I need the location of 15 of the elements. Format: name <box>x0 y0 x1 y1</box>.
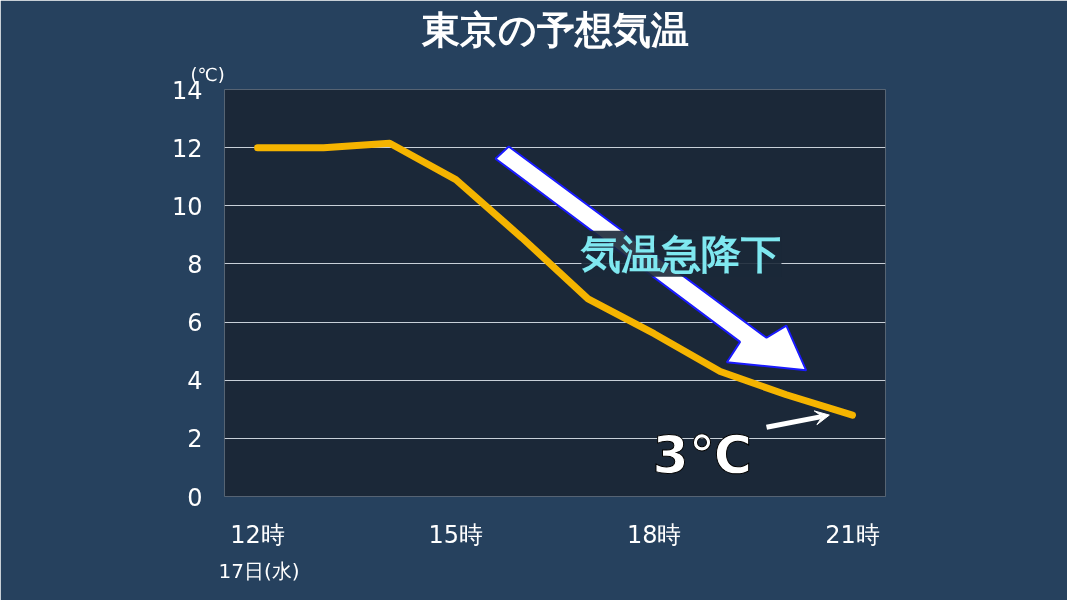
y-tick-label: 6 <box>187 309 203 338</box>
x-tick-label: 18時 <box>626 520 682 549</box>
annotation: 気温急降下 <box>580 230 782 277</box>
annotation: 3℃ <box>652 425 752 486</box>
x-tick-label: 21時 <box>825 520 880 549</box>
y-tick-label: 12 <box>171 134 203 163</box>
y-tick-label: 8 <box>187 250 203 279</box>
y-tick-label: 2 <box>187 425 203 454</box>
y-tick-label: 4 <box>187 367 203 396</box>
y-tick-label: 10 <box>171 192 203 221</box>
y-tick-label: 0 <box>187 483 203 512</box>
x-tick-label: 12時 <box>230 520 285 549</box>
chart-title: 東京の予想気温 <box>420 7 689 52</box>
x-tick-label: 15時 <box>428 520 484 549</box>
text: 17日(水) <box>218 558 300 583</box>
